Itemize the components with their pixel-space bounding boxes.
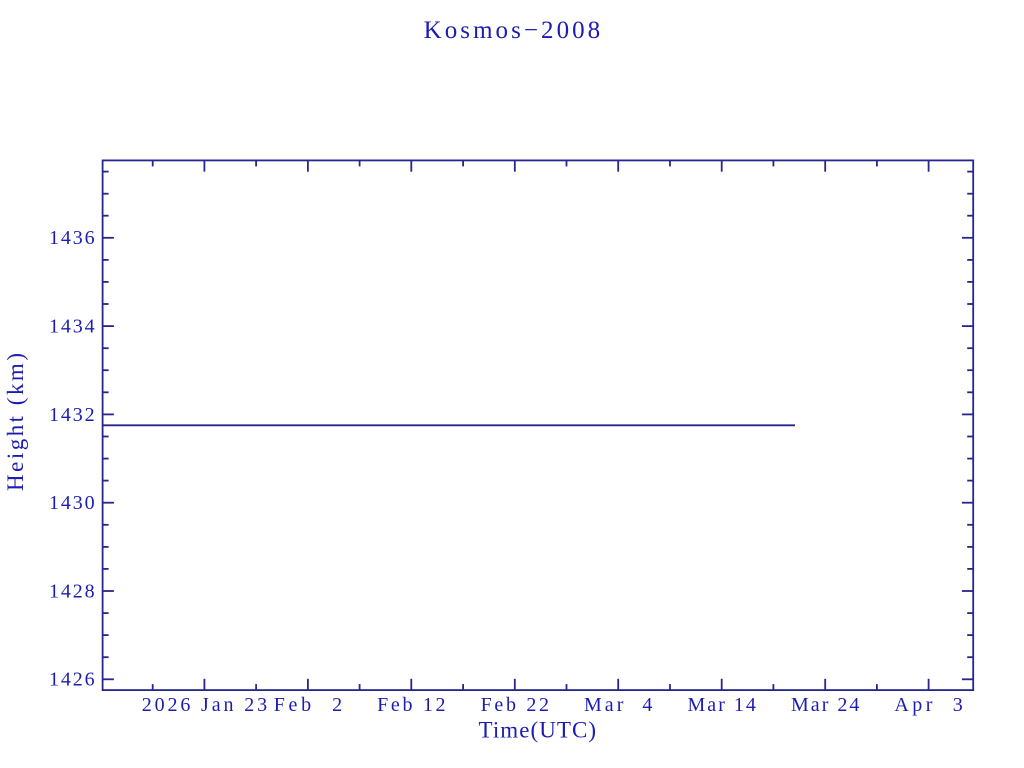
svg-text:Apr 3: Apr 3 bbox=[894, 694, 962, 716]
svg-text:2026 Jan 23: 2026 Jan 23 bbox=[142, 694, 267, 716]
svg-text:Time(UTC): Time(UTC) bbox=[479, 718, 597, 743]
svg-text:1426: 1426 bbox=[49, 669, 95, 691]
svg-text:Feb 22: Feb 22 bbox=[481, 694, 549, 716]
svg-text:1436: 1436 bbox=[49, 227, 95, 249]
svg-text:Feb 12: Feb 12 bbox=[377, 694, 445, 716]
svg-text:Mar 14: Mar 14 bbox=[688, 694, 756, 716]
svg-text:Mar 24: Mar 24 bbox=[791, 694, 859, 716]
svg-text:1432: 1432 bbox=[49, 404, 95, 426]
svg-text:Mar 4: Mar 4 bbox=[584, 694, 652, 716]
svg-text:Feb 2: Feb 2 bbox=[274, 694, 342, 716]
svg-text:1430: 1430 bbox=[49, 492, 95, 514]
svg-text:Kosmos−2008: Kosmos−2008 bbox=[424, 17, 601, 44]
svg-text:Height (km): Height (km) bbox=[3, 353, 28, 491]
svg-text:1428: 1428 bbox=[49, 580, 95, 602]
svg-text:1434: 1434 bbox=[49, 316, 95, 338]
